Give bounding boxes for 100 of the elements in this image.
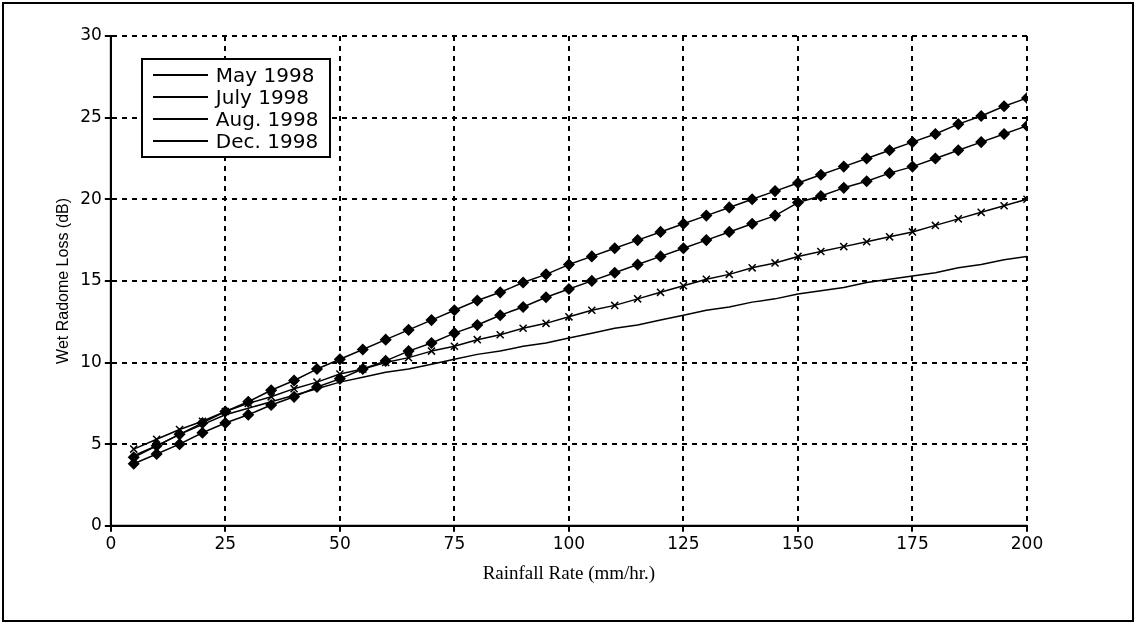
point <box>656 288 665 297</box>
point <box>631 234 644 246</box>
x-tick-label: 100 <box>552 533 586 554</box>
point <box>494 286 506 299</box>
point <box>860 175 873 188</box>
point <box>518 323 528 333</box>
x-tick-label: 25 <box>214 533 237 554</box>
point <box>402 345 415 357</box>
y-tick-label: 25 <box>80 106 102 127</box>
x-tick-label: 175 <box>896 533 929 554</box>
point <box>792 177 804 189</box>
point <box>471 294 484 307</box>
point <box>540 268 552 281</box>
point <box>495 330 505 340</box>
y-tick-label: 0 <box>91 514 102 535</box>
point <box>608 266 621 279</box>
y-tick-label: 5 <box>91 432 102 453</box>
point <box>883 144 896 157</box>
point <box>448 304 461 317</box>
point <box>838 182 850 194</box>
x-tick-label: 125 <box>667 533 700 554</box>
point <box>517 276 529 289</box>
point <box>792 196 804 209</box>
point <box>540 291 552 303</box>
point <box>633 294 642 304</box>
point <box>976 208 986 217</box>
y-axis-title: Wet Radome Loss (dB) <box>54 197 72 364</box>
legend-label: July 1998 <box>215 85 310 109</box>
point <box>404 353 413 362</box>
point <box>266 392 276 402</box>
point <box>196 426 209 439</box>
point <box>150 448 163 460</box>
point <box>402 324 415 336</box>
point <box>746 193 758 206</box>
point <box>654 250 667 263</box>
point <box>173 438 186 450</box>
point <box>679 281 688 291</box>
point <box>769 185 781 197</box>
point <box>541 319 551 328</box>
point <box>517 301 529 313</box>
point <box>860 152 873 165</box>
point <box>747 263 757 273</box>
point <box>610 301 620 310</box>
point <box>379 333 392 346</box>
point <box>885 232 894 242</box>
point <box>908 227 917 237</box>
y-tick-label: 20 <box>80 187 102 208</box>
point <box>723 226 735 238</box>
point <box>586 250 598 263</box>
x-tick-label: 150 <box>781 533 815 554</box>
point <box>494 309 506 321</box>
y-tick-label: 10 <box>80 350 102 371</box>
point <box>311 363 323 375</box>
point <box>357 343 369 356</box>
point <box>793 252 803 261</box>
point <box>975 136 987 148</box>
point <box>883 167 896 179</box>
point <box>838 160 850 173</box>
y-tick-label: 15 <box>80 269 102 290</box>
point <box>816 247 826 256</box>
point <box>724 270 734 279</box>
point <box>265 384 277 397</box>
point <box>586 275 598 287</box>
point <box>654 226 667 238</box>
point <box>288 374 300 387</box>
x-tick-label: 200 <box>1010 533 1044 554</box>
point <box>862 237 871 246</box>
point <box>815 190 827 202</box>
point <box>473 335 482 344</box>
point <box>471 319 484 331</box>
point <box>608 242 621 254</box>
point <box>999 201 1009 211</box>
point <box>929 152 942 165</box>
point <box>587 306 597 315</box>
point <box>427 346 436 356</box>
point <box>243 399 253 408</box>
point <box>700 209 713 222</box>
point <box>975 110 987 122</box>
point <box>952 144 965 157</box>
point <box>770 258 780 268</box>
point <box>425 314 438 326</box>
point <box>564 312 574 322</box>
point <box>723 201 735 214</box>
point <box>906 160 919 173</box>
y-tick-label: 30 <box>80 24 102 45</box>
point <box>219 417 232 429</box>
point <box>129 444 139 454</box>
x-tick-label: 75 <box>443 533 466 554</box>
point <box>931 221 940 230</box>
point <box>563 258 575 271</box>
point <box>906 136 919 148</box>
point <box>998 100 1010 112</box>
legend-label: Dec. 1998 <box>215 129 319 153</box>
x-tick-label: 50 <box>329 533 351 554</box>
point <box>677 242 690 254</box>
point <box>746 218 758 230</box>
point <box>288 391 300 403</box>
x-tick-label: 0 <box>105 533 117 554</box>
point <box>702 274 711 284</box>
point <box>450 341 459 351</box>
